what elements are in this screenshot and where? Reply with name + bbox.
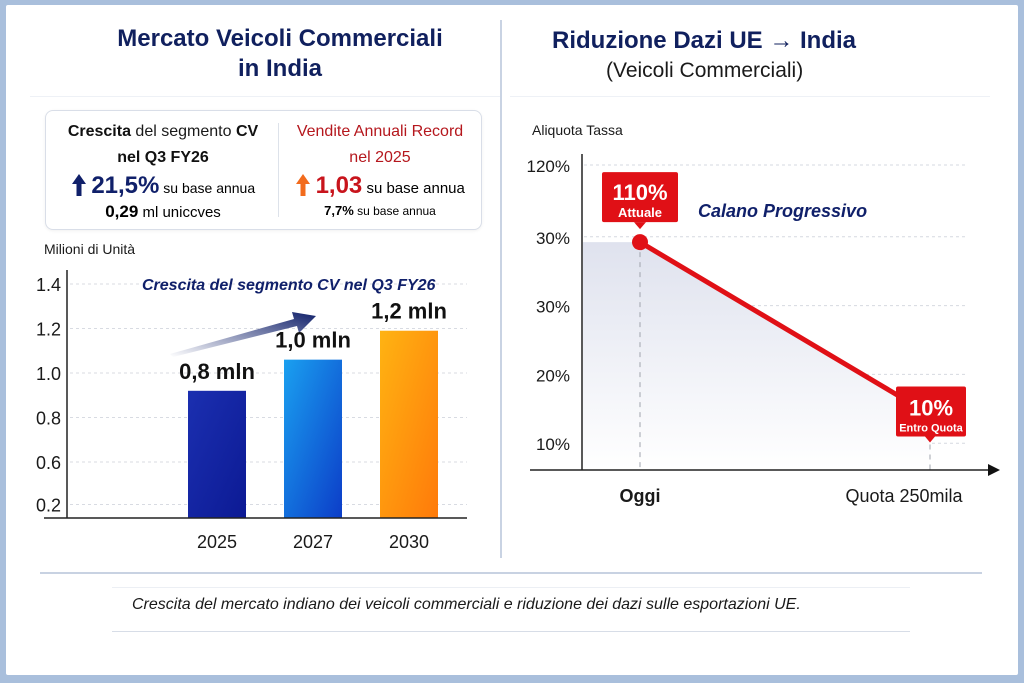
bar-data-label: 1,2 mln [371,299,447,324]
growth-arrow-icon [170,312,316,357]
line-y-tick-label: 20% [536,366,570,385]
up-arrow-icon [71,174,86,196]
left-title-line1: Mercato Veicoli Commerciali [117,25,443,52]
stat-record-big-suffix: su base annua [362,180,465,197]
right-title-rule [510,96,990,97]
stat-record-heading-line2: nel 2025 [349,149,411,166]
line-x-tick-label: Quota 250mila [845,486,963,506]
bar-data-label: 0,8 mln [179,359,255,384]
bar-y-tick-label: 0.2 [36,496,61,516]
line-y-tick-label: 120% [527,157,570,176]
caption-rule-bottom [112,631,910,632]
callout-current-label: Attuale [618,205,662,220]
stat-cv-heading-bold2: CV [235,123,259,140]
callout-quota [896,386,966,437]
bar-chart: 1.4 1.2 1.0 0.8 0.6 0.2 Crescita del segmento… [36,270,467,552]
stat-record-sub-value: 7,7% [324,203,354,218]
right-subtitle: (Veicoli Commerciali) [606,59,804,82]
line-x-tick-label: Oggi [620,486,661,506]
bar-annotation: Crescita del segmento CV nel Q3 FY26 [142,277,436,294]
stat-cv-big-value: 21,5% [91,172,160,199]
caption-rule-top [112,587,910,588]
up-arrow-icon [296,174,311,196]
bottom-rule [40,572,982,574]
bar-2030 [380,330,438,518]
bar-y-tick-label: 1.4 [36,275,61,295]
stat-cv-heading-line2: nel Q3 FY26 [117,149,209,166]
bar-x-tick-label: 2025 [197,532,237,552]
line-chart: 120% 30% 30% 20% 10% 110%Attuale 10% Entro Quo… [527,154,1000,506]
bar-y-tick-label: 0.8 [36,409,61,429]
bar-chart-ylabel: Milioni di Unità [44,241,136,257]
bar-x-tick-label: 2027 [293,532,333,552]
stat-record-sub-line: 7,7% su base annua [282,202,478,220]
callout-quota-label: Entro Quota [899,422,963,434]
left-title-rule [30,96,500,97]
line-y-tick-label: 30% [536,298,570,317]
stat-record-big-line: 1,03 su base annua [282,173,478,202]
bar-y-tick-label: 0.6 [36,453,61,473]
caption: Crescita del mercato indiano dei veicoli… [132,596,801,613]
stat-record-heading-line1: Vendite Annuali Record [296,123,464,140]
left-title-line2: in India [238,55,322,82]
stat-cv-big-line: 21,5% su base annua [52,173,274,202]
callout-current-value: 110% [612,180,667,205]
callout-current [602,172,678,223]
stat-cv-big-suffix: su base annua [159,180,256,196]
bar-2027 [284,359,342,518]
bar-data-label: 1,0 mln [275,328,351,353]
callout-pointer [634,222,646,230]
left-title: Mercato Veicoli Commerciali in India [60,24,500,84]
tariff-line [637,239,933,417]
bar-y-tick-label: 1.0 [36,364,61,384]
stat-cv-sub-suffix: ml uniccves [138,204,221,221]
line-area-shade [583,242,930,469]
stat-cv-sub-value: 0,29 [105,202,139,221]
stat-cv-sub-line: 0,29 ml uniccves [52,202,274,223]
bar-x-tick-label: 2030 [389,532,429,552]
stat-record-sales: Vendite Annuali Record nel 2025 1,03 su … [282,119,478,220]
bar-y-tick-label: 1.2 [36,320,61,340]
stat-cv-heading-rest: del segmento [130,123,236,140]
right-title: Riduzione Dazi UE → India [552,27,857,54]
stat-record-sub-suffix: su base annua [353,204,436,218]
stats-separator [278,123,279,217]
stats-box: Crescita del segmento CV nel Q3 FY26 21,… [45,110,482,230]
callout-quota-value: 10% [909,395,953,420]
stat-cv-heading-bold: Crescita [67,123,131,140]
callout-pointer [925,436,935,443]
panel-divider [500,20,502,558]
bar-2025 [188,390,246,518]
stat-cv-growth-heading: Crescita del segmento CV [52,119,274,145]
line-y-tick-label: 10% [536,435,570,454]
stat-cv-growth: Crescita del segmento CV nel Q3 FY26 21,… [52,119,274,223]
line-y-tick-label: 30% [536,229,570,248]
stat-record-big-value: 1,03 [315,172,363,199]
x-axis-arrow-icon [988,464,1000,476]
line-chart-ylabel: Aliquota Tassa [532,122,623,138]
tariff-point-start [632,234,648,251]
line-annotation: Calano Progressivo [698,201,867,221]
